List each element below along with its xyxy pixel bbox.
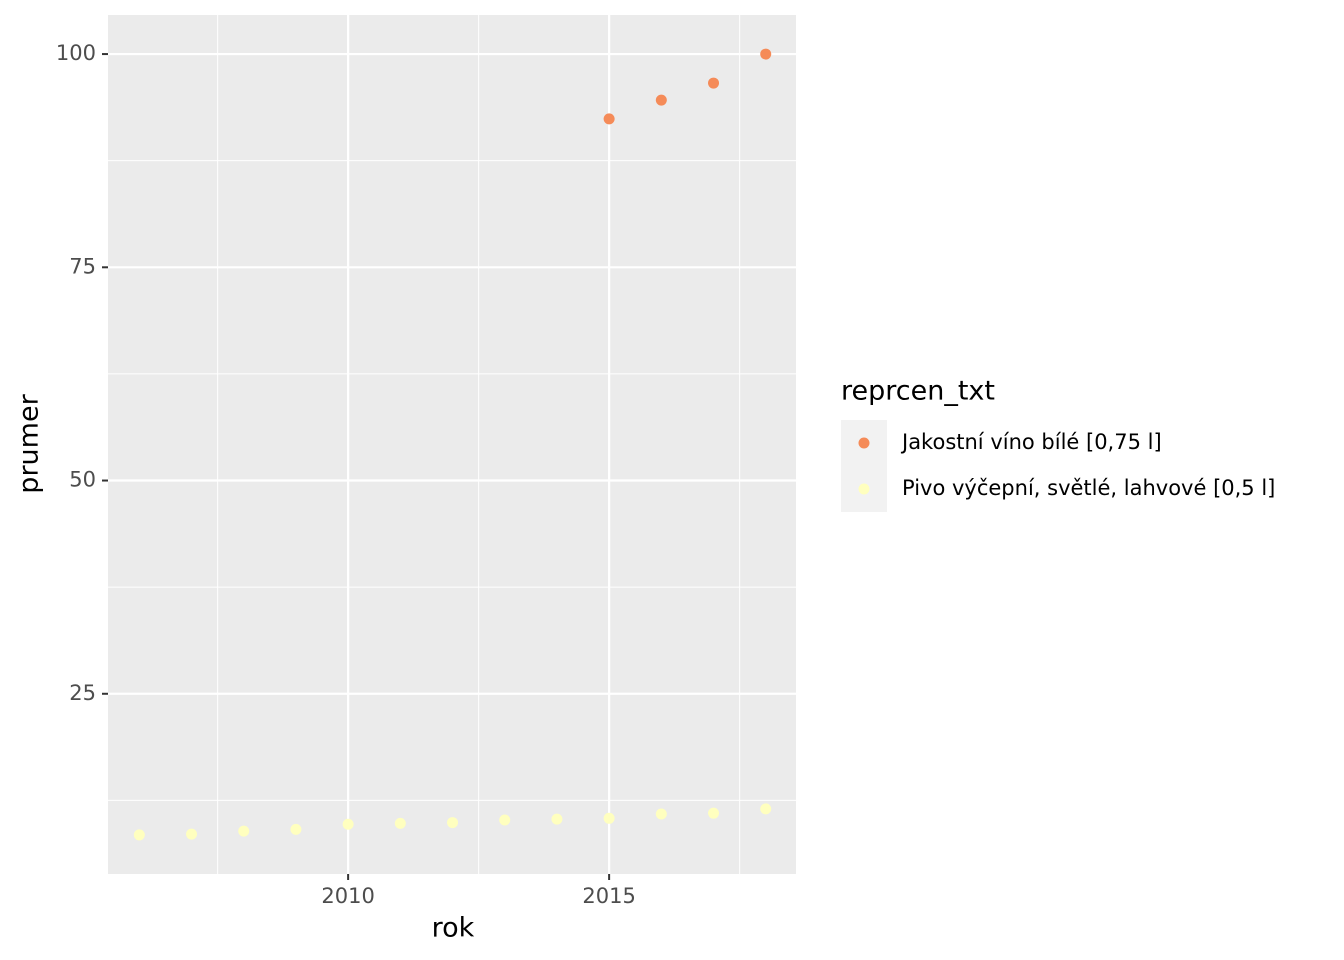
- point: [238, 825, 250, 837]
- panel: [108, 15, 796, 874]
- y-tick-label: 100: [56, 41, 96, 65]
- x-tick-label: 2010: [321, 884, 374, 908]
- point: [290, 823, 302, 835]
- point: [655, 808, 667, 820]
- y-tick-label: 75: [69, 254, 96, 278]
- point: [499, 814, 511, 826]
- y-tick-label: 25: [69, 681, 96, 705]
- y-axis-label: prumer: [14, 393, 45, 493]
- x-axis-label: rok: [432, 913, 475, 944]
- point: [394, 817, 406, 829]
- y-tick-label: 50: [69, 468, 96, 492]
- point: [133, 829, 145, 841]
- point: [708, 77, 720, 89]
- point: [708, 807, 720, 819]
- legend-marker: [858, 483, 870, 495]
- legend-title: reprcen_txt: [841, 376, 995, 407]
- point: [760, 803, 772, 815]
- point: [186, 828, 198, 840]
- point: [447, 817, 459, 829]
- point: [551, 813, 563, 825]
- point: [603, 812, 615, 824]
- point: [342, 818, 354, 830]
- point: [655, 94, 667, 106]
- point: [603, 113, 615, 125]
- point: [760, 48, 772, 60]
- legend-label: Pivo výčepní, světlé, lahvové [0,5 l]: [902, 476, 1275, 500]
- legend-marker: [858, 437, 870, 449]
- legend-label: Jakostní víno bílé [0,75 l]: [900, 430, 1162, 454]
- x-tick-label: 2015: [582, 884, 635, 908]
